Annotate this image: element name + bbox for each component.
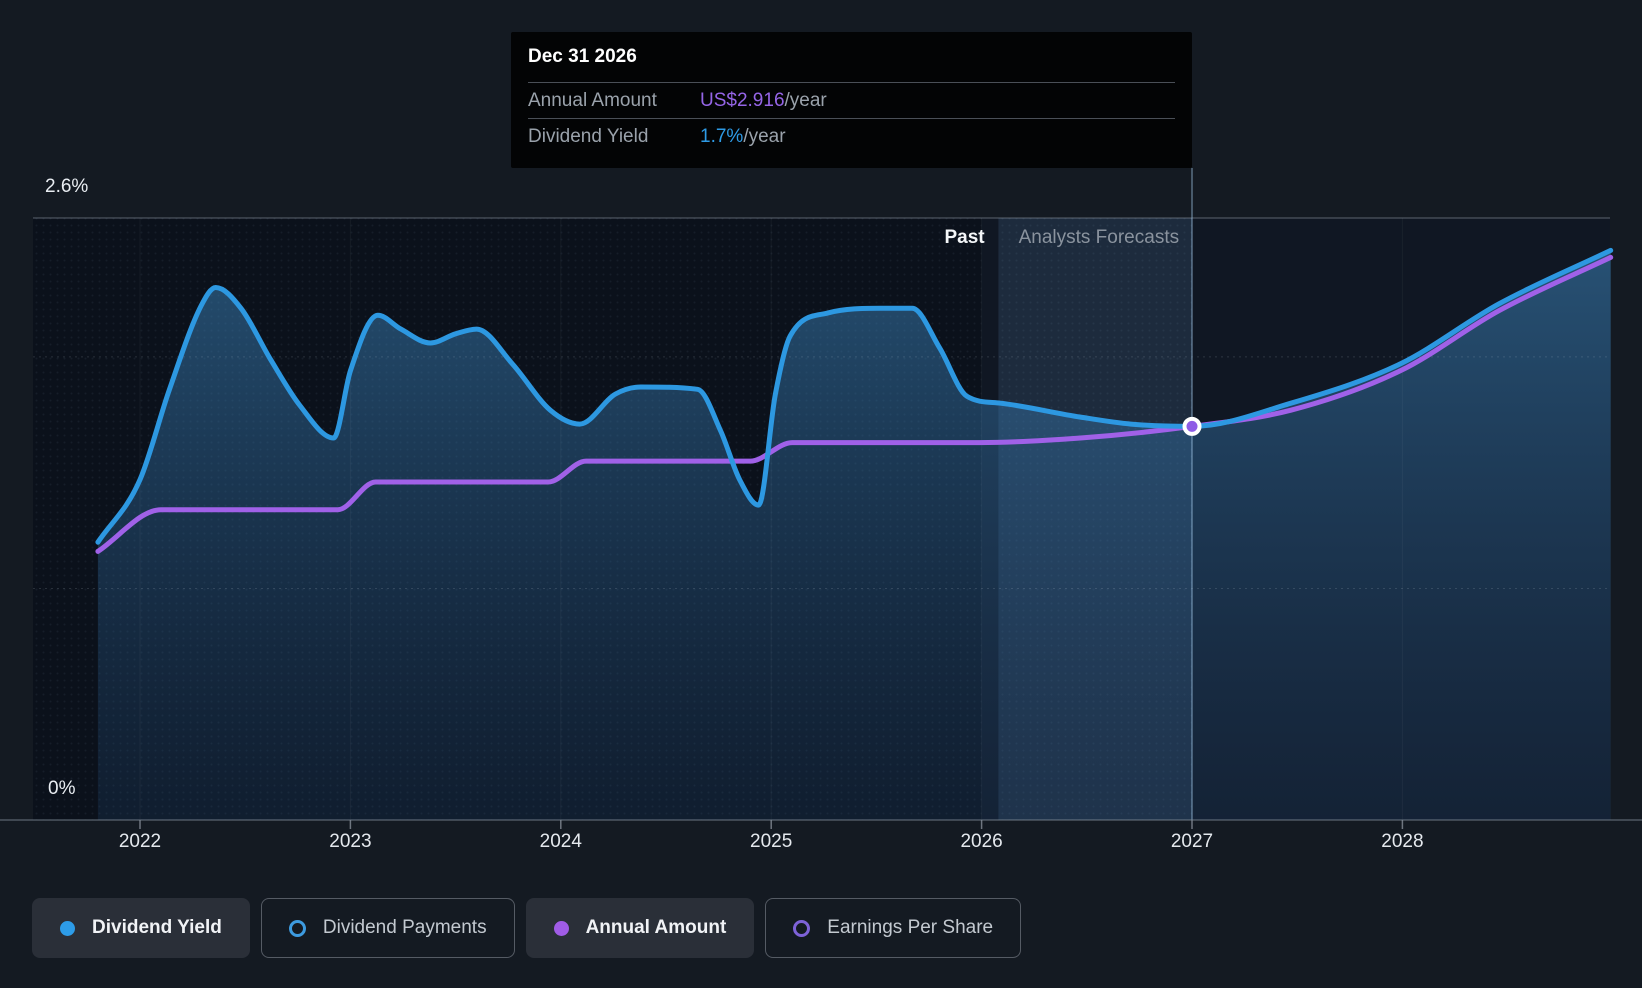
tooltip-suffix: /year — [784, 89, 827, 111]
y-axis-top-label: 2.6% — [45, 176, 89, 197]
legend-label: Dividend Payments — [322, 917, 487, 938]
tooltip-suffix: /year — [743, 125, 786, 147]
dividend-yield-area — [97, 250, 1611, 820]
tooltip-value: US$2.916 — [700, 89, 785, 111]
legend-label: Dividend Yield — [92, 917, 222, 938]
x-axis-label-2027: 2027 — [1170, 831, 1214, 852]
legend-button-annual-amount[interactable]: Annual Amount — [525, 898, 755, 958]
tooltip-date: Dec 31 2026 — [528, 46, 637, 67]
past-region-label: Past — [944, 227, 985, 248]
annual-amount-line — [95, 254, 1614, 554]
chart-legend: Dividend Yield Dividend Payments Annual Am… — [32, 898, 1022, 958]
hover-marker[interactable] — [1182, 416, 1202, 436]
tooltip-label: Annual Amount — [528, 89, 657, 111]
tooltip-row-annual-amount: Annual Amount US$2.916/year — [528, 82, 1175, 118]
x-axis-label-2025: 2025 — [750, 831, 793, 852]
legend-label: Annual Amount — [585, 917, 727, 938]
legend-filled-dot-icon — [60, 920, 75, 936]
x-axis-label-2023: 2023 — [329, 831, 372, 852]
tooltip-value: 1.7% — [700, 125, 744, 147]
chart-tooltip: Dec 31 2026 Annual Amount US$2.916/year … — [511, 32, 1192, 168]
legend-ring-icon — [793, 919, 811, 937]
dividend-yield-line — [95, 247, 1614, 545]
tooltip-row-dividend-yield: Dividend Yield 1.7%/year — [528, 118, 1175, 154]
x-axis-label-2024: 2024 — [539, 831, 582, 852]
legend-button-dividend-payments[interactable]: Dividend Payments — [260, 898, 515, 958]
x-axis-label-2022: 2022 — [118, 831, 162, 852]
legend-filled-dot-icon — [553, 920, 569, 936]
tooltip-label: Dividend Yield — [528, 125, 649, 147]
legend-button-dividend-yield[interactable]: Dividend Yield — [32, 898, 250, 958]
x-axis-label-2028: 2028 — [1381, 831, 1424, 852]
x-axis-label-2026: 2026 — [960, 831, 1003, 852]
legend-button-earnings-per-share[interactable]: Earnings Per Share — [765, 898, 1022, 958]
legend-ring-icon — [288, 919, 306, 937]
y-axis-bottom-label: 0% — [48, 778, 76, 799]
forecast-region-label: Analysts Forecasts — [1018, 227, 1180, 248]
legend-label: Earnings Per Share — [827, 917, 994, 938]
